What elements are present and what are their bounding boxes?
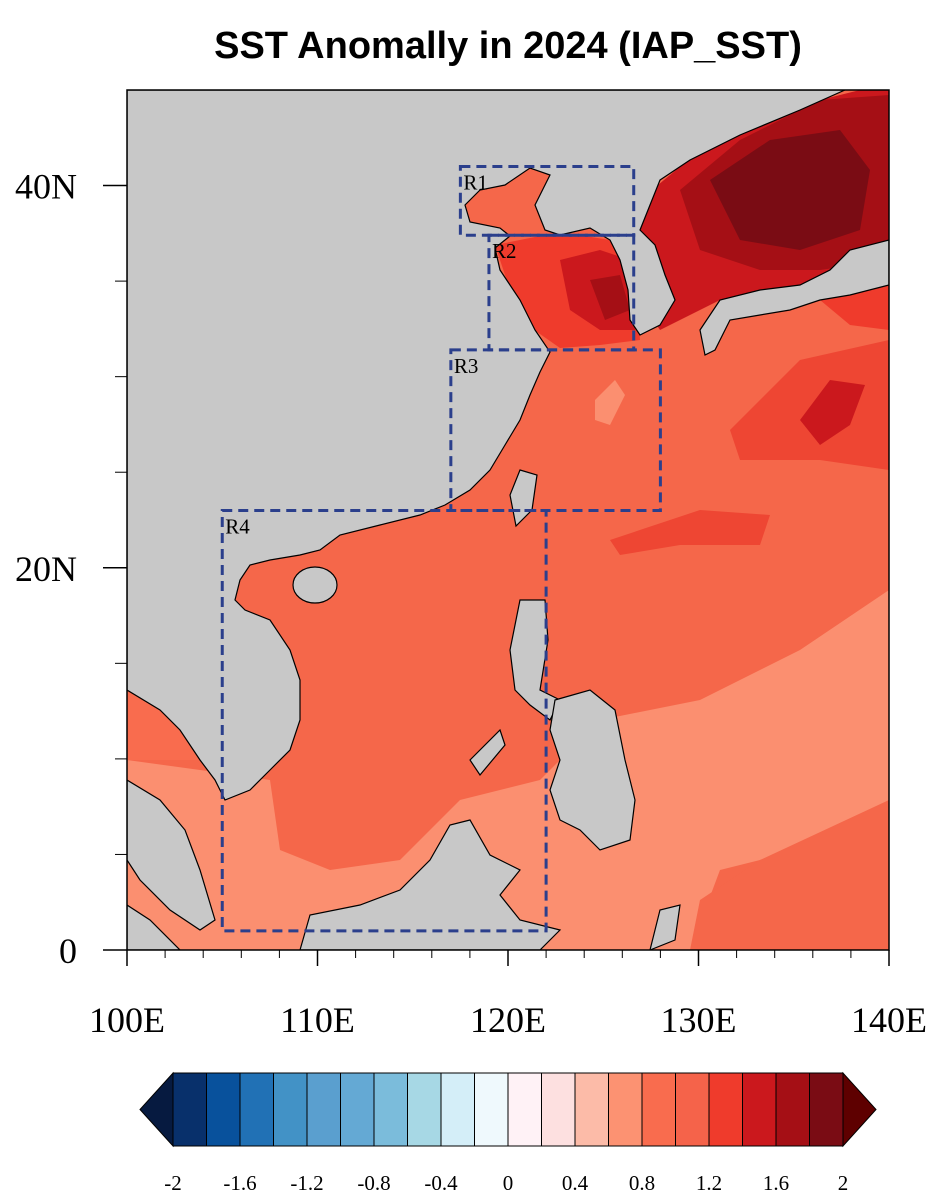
sst-patch: [127, 690, 200, 760]
colorbar-box: [273, 1072, 308, 1147]
land: [549, 689, 636, 851]
x-tick-label: 140E: [851, 1000, 927, 1040]
sst-patch: [595, 380, 625, 425]
colorbar-box: [742, 1072, 777, 1147]
colorbar-box: [206, 1072, 241, 1147]
land: [649, 904, 681, 950]
y-tick-label: 0: [59, 931, 77, 971]
colorbar-box: [507, 1072, 542, 1147]
land: [699, 239, 889, 356]
colorbar-box: [407, 1072, 442, 1147]
x-tick-label: 110E: [280, 1000, 355, 1040]
colorbar-box: [574, 1072, 609, 1147]
colorbar-box: [474, 1072, 509, 1147]
colorbar-label: 0: [503, 1171, 514, 1195]
land: [292, 566, 338, 604]
colorbar-label: -0.4: [424, 1171, 458, 1195]
region-label: R3: [454, 354, 479, 378]
colorbar-label: 0.8: [629, 1171, 655, 1195]
sst-patch: [590, 275, 630, 320]
land: [127, 90, 846, 801]
colorbar-label: -1.2: [290, 1171, 323, 1195]
colorbar-box: [641, 1072, 676, 1147]
colorbar-box: [608, 1072, 643, 1147]
sst-light: [127, 590, 889, 950]
sst-patch: [710, 130, 870, 250]
land: [509, 469, 538, 528]
colorbar-box: [675, 1072, 710, 1147]
region-label: R2: [492, 239, 517, 263]
colorbar-box: [239, 1072, 274, 1147]
colorbar-box: [541, 1072, 576, 1147]
sst-patch: [800, 380, 865, 445]
x-tick-label: 130E: [661, 1000, 737, 1040]
region-label: R1: [463, 170, 488, 194]
x-tick-label: 120E: [470, 1000, 546, 1040]
colorbar-box: [440, 1072, 475, 1147]
y-tick-label: 40N: [15, 167, 77, 207]
region-box: [220, 508, 548, 933]
colorbar-extend: [842, 1071, 877, 1148]
colorbar-box: [775, 1072, 810, 1147]
colorbar-box: [708, 1072, 743, 1147]
sst-patch: [730, 340, 889, 470]
region-label: R4: [225, 514, 250, 538]
colorbar-label: -2: [164, 1171, 182, 1195]
map-field: [127, 90, 889, 950]
region-box: [449, 348, 662, 512]
sst-patch: [690, 800, 889, 950]
region-box: [487, 233, 636, 352]
colorbar-box: [373, 1072, 408, 1147]
region-box: [458, 164, 636, 237]
colorbar-label: -0.8: [357, 1171, 390, 1195]
colorbar-box: [340, 1072, 375, 1147]
y-tick-label: 20N: [15, 549, 77, 589]
colorbar-box: [172, 1072, 207, 1147]
land: [127, 904, 181, 950]
colorbar-box: [809, 1072, 844, 1147]
land: [469, 728, 506, 777]
colorbar-extend: [139, 1071, 174, 1148]
colorbar-label: 1.2: [696, 1171, 722, 1195]
chart-title: SST Anomally in 2024 (IAP_SST): [214, 25, 802, 67]
sst-patch: [610, 510, 770, 555]
colorbar-label: 2: [838, 1171, 849, 1195]
colorbar-label: 1.6: [763, 1171, 789, 1195]
x-tick-label: 100E: [89, 1000, 165, 1040]
land: [299, 819, 562, 950]
colorbar-box: [306, 1072, 341, 1147]
sst-patch: [820, 280, 889, 330]
land: [127, 779, 216, 931]
colorbar-label: -1.6: [223, 1171, 256, 1195]
colorbar-label: 0.4: [562, 1171, 589, 1195]
